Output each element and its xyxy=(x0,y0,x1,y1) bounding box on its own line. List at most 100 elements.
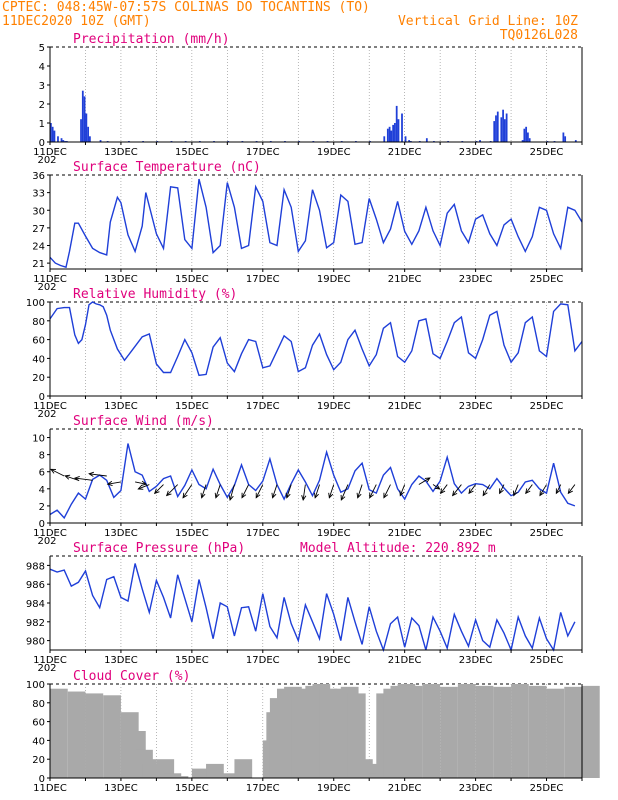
x-tick-label-year: 202 xyxy=(37,536,56,547)
panel-5: Surface Pressure (hPa) Model Altitude: 22… xyxy=(26,541,583,674)
bar xyxy=(80,119,82,142)
wind-arrow-head xyxy=(255,492,261,499)
wind-arrow-head xyxy=(424,477,431,483)
x-tick-label: 15DEC xyxy=(175,147,209,158)
wind-arrow xyxy=(229,484,235,501)
bar xyxy=(493,686,512,778)
bar xyxy=(103,695,121,778)
bar xyxy=(564,136,567,142)
bar xyxy=(53,130,56,142)
wind-arrow-head xyxy=(525,488,531,495)
wind-arrow xyxy=(499,484,505,494)
panel-2: Surface Temperature (nC) 21 24 27 30 33 36 11DE… xyxy=(32,160,583,293)
x-tick-label: 15DEC xyxy=(175,655,209,666)
x-tick-label: 21DEC xyxy=(388,655,422,666)
bar xyxy=(51,126,54,142)
x-tick-label: 15DEC xyxy=(175,274,209,285)
bar xyxy=(67,691,86,778)
bar xyxy=(574,140,577,142)
wind-arrow-head xyxy=(73,476,80,482)
y-tick-label: 0 xyxy=(39,774,45,785)
x-tick-label: 11DEC xyxy=(33,401,67,412)
x-tick-label: 25DEC xyxy=(530,147,564,158)
y-tick-label: 27 xyxy=(32,224,45,235)
x-tick-label: 23DEC xyxy=(459,401,493,412)
bar xyxy=(457,684,476,778)
bar xyxy=(528,138,531,142)
x-tick-label: 11DEC xyxy=(33,528,67,539)
wind-arrow-head xyxy=(482,490,488,497)
y-tick-label: 986 xyxy=(26,580,45,591)
y-tick-label: 100 xyxy=(26,680,45,691)
bar xyxy=(89,136,91,142)
wind-arrow xyxy=(314,484,320,498)
wind-arrow-head xyxy=(328,492,334,499)
x-tick-label: 19DEC xyxy=(317,528,351,539)
x-tick-label: 21DEC xyxy=(388,274,422,285)
x-tick-label: 19DEC xyxy=(317,274,351,285)
x-tick-label: 17DEC xyxy=(246,528,280,539)
wind-arrow-head xyxy=(499,488,504,495)
bar xyxy=(525,126,528,142)
y-tick-label: 980 xyxy=(26,637,45,648)
x-tick-label: 25DEC xyxy=(530,528,564,539)
wind-arrow xyxy=(286,484,292,498)
wind-arrow-head xyxy=(440,488,446,495)
wind-arrow xyxy=(182,484,193,498)
y-tick-label: 0 xyxy=(39,392,45,403)
series-line xyxy=(49,443,576,520)
bar xyxy=(425,138,428,142)
wind-arrow xyxy=(525,484,533,494)
panel-title: Precipitation (mm/h) xyxy=(73,32,230,47)
x-tick-label: 19DEC xyxy=(317,401,351,412)
bar xyxy=(422,684,441,778)
wind-arrow-head xyxy=(271,492,277,499)
x-tick-label: 17DEC xyxy=(246,274,280,285)
bar xyxy=(99,140,102,142)
wind-arrow-head xyxy=(228,494,234,501)
y-tick-label: 36 xyxy=(32,171,45,182)
wind-arrow xyxy=(357,484,363,498)
panel-title: Cloud Cover (%) xyxy=(73,669,190,684)
x-tick-label: 13DEC xyxy=(104,274,138,285)
bar xyxy=(60,138,63,142)
y-tick-label: 20 xyxy=(32,373,45,384)
wind-arrow-head xyxy=(137,484,144,490)
bar xyxy=(206,763,224,778)
panel-title: Surface Pressure (hPa) xyxy=(73,541,245,556)
wind-arrow xyxy=(302,484,306,501)
bar xyxy=(395,105,398,142)
header-model-id: TQ0126L028 xyxy=(500,28,578,43)
x-tick-label: 13DEC xyxy=(104,783,138,794)
bar xyxy=(500,117,503,142)
bar xyxy=(521,140,524,142)
x-tick-label: 21DEC xyxy=(388,528,422,539)
wind-arrow xyxy=(513,484,519,496)
x-tick-label: 23DEC xyxy=(459,783,493,794)
bar xyxy=(220,773,238,778)
bar xyxy=(564,686,582,778)
bar xyxy=(404,685,423,778)
x-tick-label-year: 202 xyxy=(37,663,56,674)
wind-arrow xyxy=(383,484,391,498)
y-tick-label: 20 xyxy=(32,755,45,766)
wind-arrow xyxy=(154,484,164,494)
y-tick-label: 0 xyxy=(39,138,45,149)
bar xyxy=(502,109,504,142)
wind-arrow-head xyxy=(182,492,188,499)
x-tick-label: 17DEC xyxy=(246,783,280,794)
x-tick-label: 25DEC xyxy=(530,655,564,666)
bar xyxy=(546,688,565,778)
y-tick-label: 30 xyxy=(32,206,45,217)
bar xyxy=(562,132,565,142)
bar xyxy=(496,111,499,142)
panel-3: Relative Humidity (%) 0 20 40 60 80 100 11DEC 13… xyxy=(26,287,583,420)
bar xyxy=(408,140,410,142)
y-tick-label: 3 xyxy=(39,81,45,92)
wind-arrow-head xyxy=(285,492,291,499)
bar xyxy=(390,130,393,142)
bar xyxy=(527,132,529,142)
y-tick-label: 1 xyxy=(39,119,45,130)
wind-arrow xyxy=(468,484,476,494)
wind-arrow xyxy=(241,484,250,498)
